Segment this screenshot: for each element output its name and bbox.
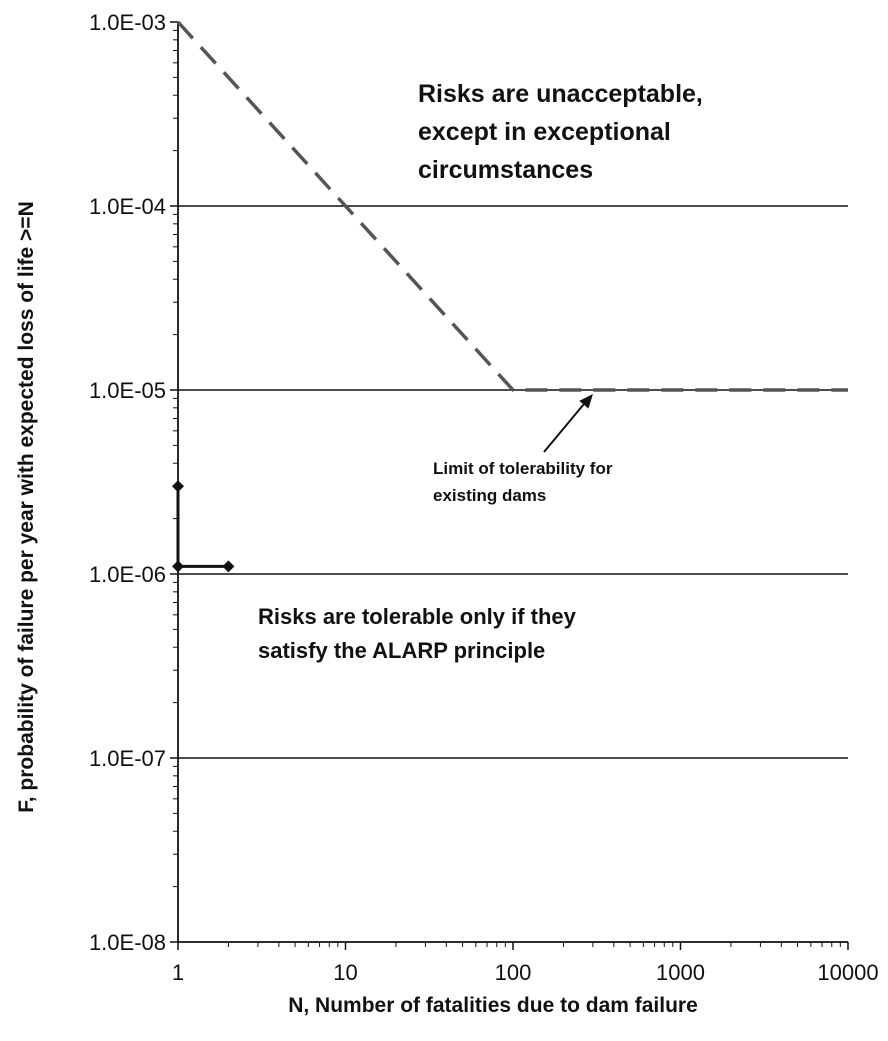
y-tick-label: 1.0E-05 [89, 378, 166, 403]
x-tick-label: 1 [172, 960, 184, 985]
y-tick-label: 1.0E-08 [89, 930, 166, 955]
annotations: Risks are unacceptable, except in excepti… [258, 80, 703, 663]
tolerability-limit-label-line: existing dams [433, 486, 546, 505]
series-point-marker [172, 480, 184, 493]
series-point-marker [222, 560, 235, 573]
alarp-note-line: Risks are tolerable only if they [258, 604, 577, 629]
annotation-arrow-head [579, 394, 593, 409]
unacceptable-risk-note-line: Risks are unacceptable, [418, 80, 703, 108]
x-tick-label: 100 [495, 960, 532, 985]
y-tick-label: 1.0E-04 [89, 194, 166, 219]
y-tick-label: 1.0E-03 [89, 10, 166, 35]
y-axis-title: F, probability of failure per year with … [15, 201, 38, 813]
unacceptable-risk-note-line: except in exceptional [418, 118, 671, 146]
y-tick-label: 1.0E-06 [89, 562, 166, 587]
series-layer [172, 20, 848, 573]
tolerability-limit-label-line: Limit of tolerability for [433, 459, 613, 478]
grid-lines [178, 205, 848, 759]
x-tick-label: 1000 [656, 960, 705, 985]
annotation-arrow-shaft [543, 397, 590, 453]
y-tick-label: 1.0E-07 [89, 746, 166, 771]
series-point-marker [172, 560, 184, 573]
alarp-reference-line [176, 486, 229, 568]
alarp-note-line: satisfy the ALARP principle [258, 638, 545, 663]
x-tick-label: 10000 [817, 960, 878, 985]
x-axis-title: N, Number of fatalities due to dam failu… [288, 994, 698, 1017]
unacceptable-risk-note-line: circumstances [418, 156, 593, 184]
x-tick-label: 10 [333, 960, 357, 985]
axes: 1.0E-03 1.0E-04 1.0E-05 1.0E-06 1.0E-07 1.0E-… [15, 10, 879, 1017]
tolerability-limit-line [176, 20, 848, 392]
